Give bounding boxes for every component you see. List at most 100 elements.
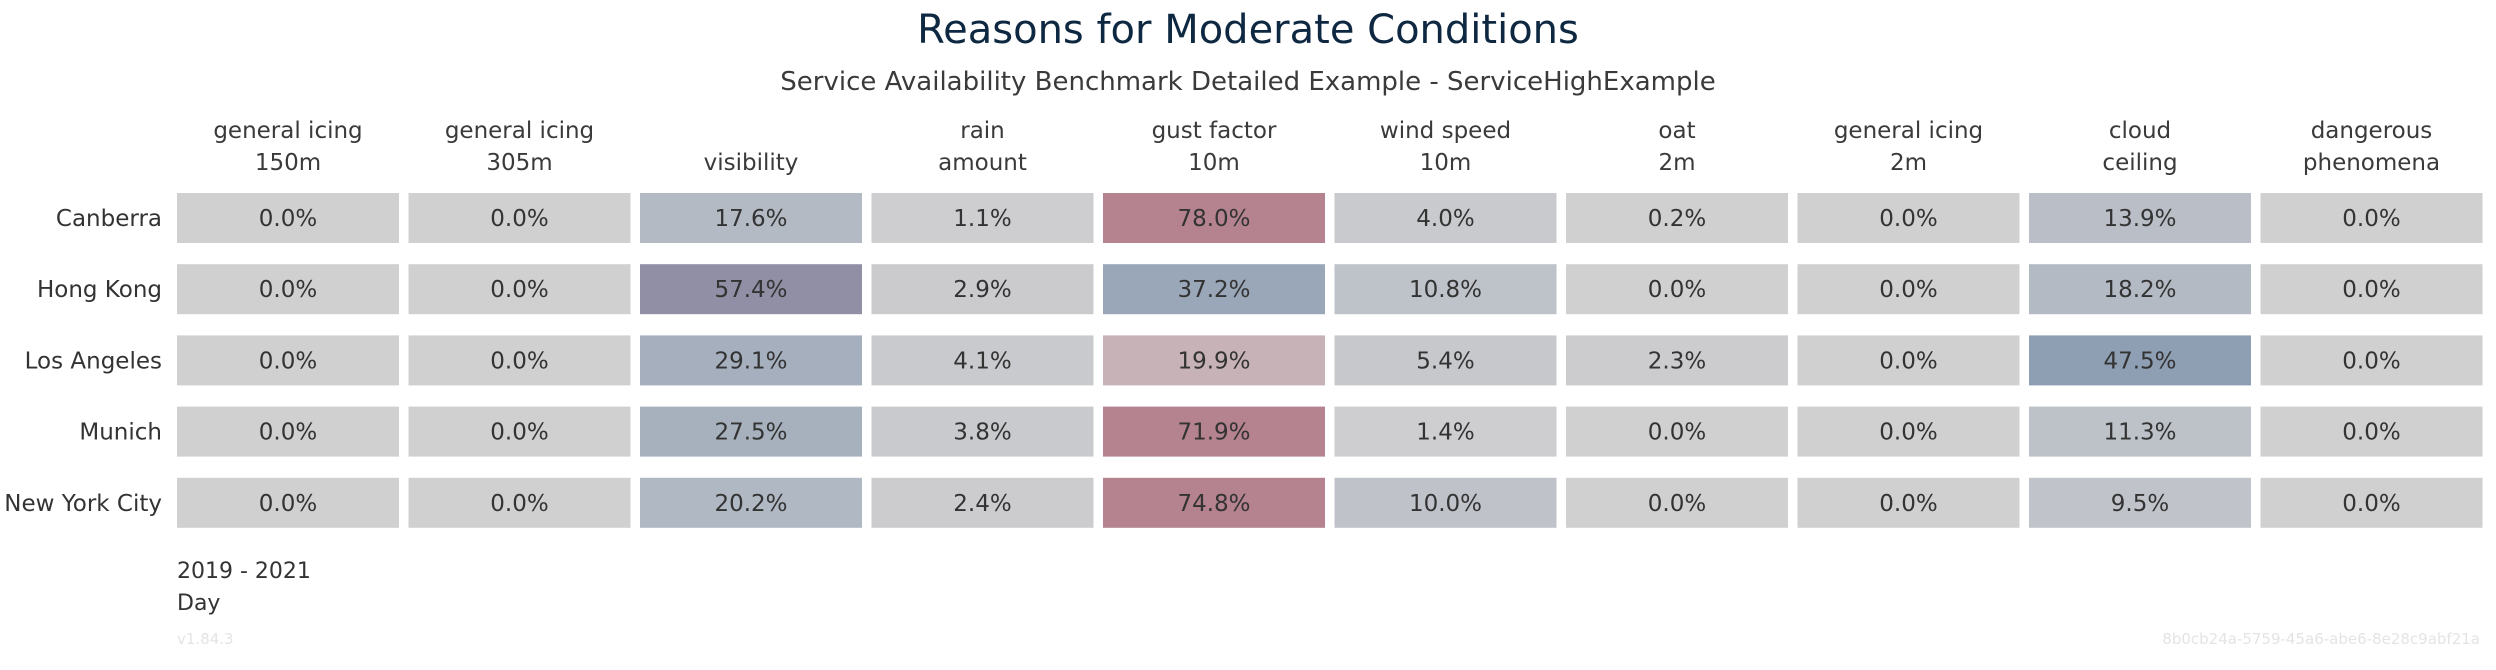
column-header-label: dangerous xyxy=(2311,118,2433,144)
cell-value-label: 0.0% xyxy=(1648,491,1706,517)
heatmap-cell xyxy=(1797,406,2020,457)
cell-value-label: 19.9% xyxy=(1177,348,1250,374)
cell-value-label: 0.0% xyxy=(259,277,317,303)
heatmap-cell xyxy=(408,335,631,386)
heatmap-cell xyxy=(177,477,399,528)
column-header-label: 150m xyxy=(255,150,321,176)
row-label: Canberra xyxy=(56,206,162,232)
chart-title: Reasons for Moderate Conditions xyxy=(917,7,1579,53)
cell-value-label: 4.0% xyxy=(1416,206,1474,232)
cell-value-label: 0.0% xyxy=(1879,491,1937,517)
cell-value-label: 9.5% xyxy=(2111,491,2169,517)
column-header-label: cloud xyxy=(2109,118,2171,144)
heatmap-cell xyxy=(1103,406,1325,457)
cell-value-label: 1.1% xyxy=(953,206,1011,232)
heatmap-cell xyxy=(2260,477,2483,528)
cell-value-label: 20.2% xyxy=(714,491,787,517)
chart-subtitle: Service Availability Benchmark Detailed … xyxy=(780,67,1716,97)
cell-value-label: 0.2% xyxy=(1648,206,1706,232)
cell-value-label: 0.0% xyxy=(1879,277,1937,303)
heatmap-cell xyxy=(640,406,862,457)
heatmap-cell xyxy=(1334,335,1557,386)
heatmap-cell xyxy=(1566,193,1788,243)
column-header-label: wind speed xyxy=(1380,118,1511,144)
heatmap-cell xyxy=(1103,193,1325,243)
column-header-label: ceiling xyxy=(2102,150,2177,176)
heatmap-cell xyxy=(408,193,631,243)
heatmap-cell xyxy=(640,335,862,386)
cell-value-label: 71.9% xyxy=(1177,420,1250,446)
heatmap-cell xyxy=(871,193,1094,243)
heatmap-cell xyxy=(2029,477,2251,528)
cell-value-label: 47.5% xyxy=(2103,348,2176,374)
cell-value-label: 18.2% xyxy=(2103,277,2176,303)
column-header-label: phenomena xyxy=(2303,150,2440,176)
cell-value-label: 0.0% xyxy=(490,491,548,517)
heatmap-cell xyxy=(2260,264,2483,315)
heatmap-cell xyxy=(1334,264,1557,315)
cell-value-label: 4.1% xyxy=(953,348,1011,374)
heatmap-cell xyxy=(408,264,631,315)
heatmap-cell xyxy=(2029,264,2251,315)
heatmap-cell xyxy=(1334,477,1557,528)
heatmap-cell xyxy=(1334,406,1557,457)
cell-value-label: 2.4% xyxy=(953,491,1011,517)
scope-label: Day xyxy=(177,591,221,616)
row-label: New York City xyxy=(4,491,162,517)
column-header-label: gust factor xyxy=(1152,118,1277,144)
heatmap-cell xyxy=(1797,193,2020,243)
row-label: Munich xyxy=(79,420,162,446)
heatmap-cell xyxy=(2260,193,2483,243)
cell-value-label: 29.1% xyxy=(714,348,787,374)
heatmap-cell xyxy=(408,406,631,457)
row-label: Los Angeles xyxy=(25,348,162,374)
cell-value-label: 5.4% xyxy=(1416,348,1474,374)
cell-value-label: 0.0% xyxy=(1648,420,1706,446)
cell-value-label: 0.0% xyxy=(259,206,317,232)
cell-value-label: 0.0% xyxy=(490,277,548,303)
heatmap-cell xyxy=(2029,406,2251,457)
column-header-label: 10m xyxy=(1420,150,1472,176)
column-header-label: 10m xyxy=(1188,150,1240,176)
heatmap-cell xyxy=(2029,335,2251,386)
cell-value-label: 10.0% xyxy=(1409,491,1482,517)
column-header-label: general icing xyxy=(213,118,362,144)
cell-value-label: 0.0% xyxy=(259,491,317,517)
heatmap-cell xyxy=(1566,477,1788,528)
cell-value-label: 13.9% xyxy=(2103,206,2176,232)
heatmap-cell xyxy=(1797,477,2020,528)
heatmap-cell xyxy=(871,477,1094,528)
column-header-label: visibility xyxy=(704,150,799,176)
cell-value-label: 0.0% xyxy=(1879,348,1937,374)
cell-value-label: 0.0% xyxy=(259,348,317,374)
cell-value-label: 0.0% xyxy=(2342,277,2400,303)
cell-value-label: 57.4% xyxy=(714,277,787,303)
heatmap-cell xyxy=(1797,264,2020,315)
cell-value-label: 37.2% xyxy=(1177,277,1250,303)
column-header-label: oat xyxy=(1658,118,1695,144)
heatmap-cell xyxy=(2029,193,2251,243)
heatmap-cell xyxy=(640,264,862,315)
heatmap-cell xyxy=(1103,335,1325,386)
heatmap-cell xyxy=(1103,477,1325,528)
cell-value-label: 0.0% xyxy=(2342,348,2400,374)
heatmap-cell xyxy=(1566,264,1788,315)
heatmap-cell xyxy=(177,406,399,457)
heatmap-cell xyxy=(1334,193,1557,243)
column-header-label: 305m xyxy=(486,150,552,176)
cell-value-label: 0.0% xyxy=(490,420,548,446)
version-label: v1.84.3 xyxy=(177,630,234,648)
cell-value-label: 1.4% xyxy=(1416,420,1474,446)
cell-value-label: 10.8% xyxy=(1409,277,1482,303)
heatmap-cell xyxy=(1566,335,1788,386)
cell-value-label: 0.0% xyxy=(490,348,548,374)
column-header-label: amount xyxy=(938,150,1027,176)
cell-value-label: 0.0% xyxy=(2342,491,2400,517)
column-header-label: general icing xyxy=(1834,118,1983,144)
period-label: 2019 - 2021 xyxy=(177,559,311,584)
heatmap-cell xyxy=(2260,406,2483,457)
heatmap-cell xyxy=(1797,335,2020,386)
column-header-label: rain xyxy=(960,118,1005,144)
cell-value-label: 3.8% xyxy=(953,420,1011,446)
cell-value-label: 27.5% xyxy=(714,420,787,446)
